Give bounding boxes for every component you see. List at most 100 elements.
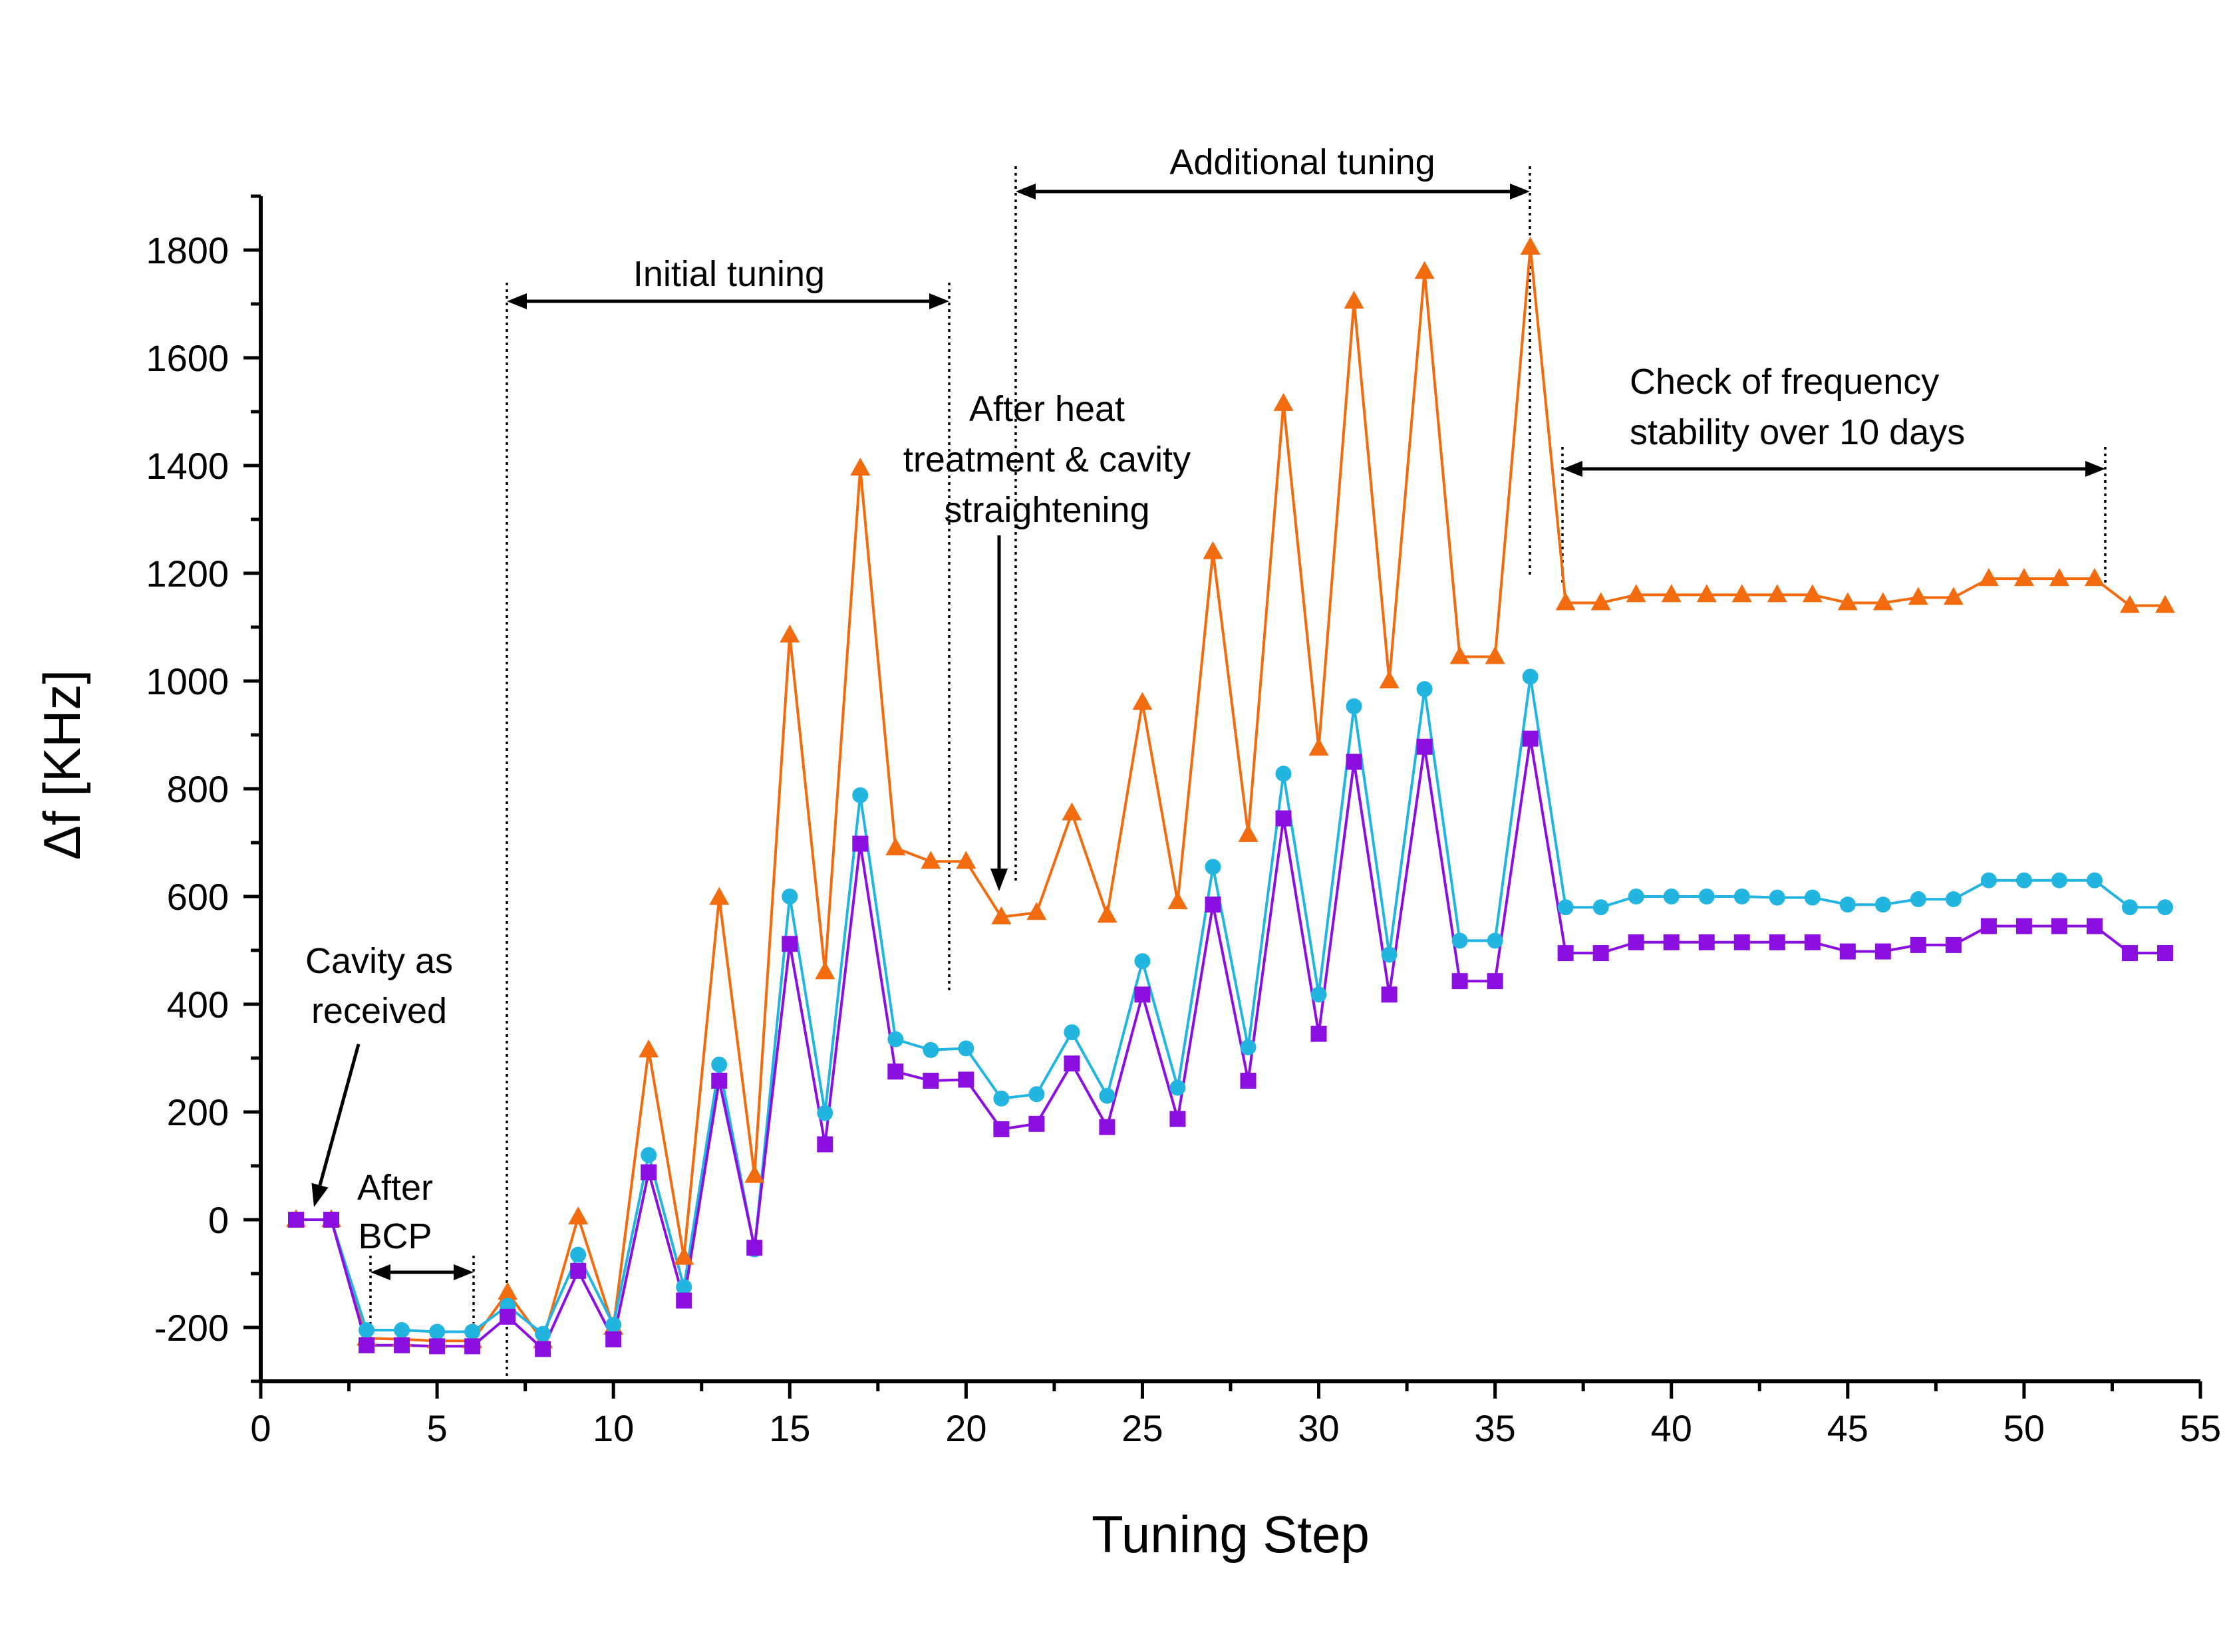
square-marker <box>641 1164 657 1180</box>
triangle-marker <box>850 458 871 476</box>
y-tick-label: 1600 <box>146 337 229 379</box>
triangle-marker <box>885 837 906 856</box>
y-tick-label: 400 <box>167 984 229 1026</box>
annotation-texts: Cavity as received After BCP Initial tun… <box>305 142 1965 1256</box>
arrow-head-right <box>454 1264 474 1280</box>
square-marker <box>1205 896 1221 913</box>
x-tick-label: 55 <box>2180 1407 2221 1449</box>
square-marker <box>711 1073 728 1089</box>
square-marker <box>1381 986 1398 1003</box>
square-marker <box>1698 934 1715 950</box>
x-tick-label: 30 <box>1298 1407 1339 1449</box>
circle-marker <box>1698 889 1715 904</box>
annotation-heat-treatment-line1: After heat <box>969 389 1125 429</box>
square-marker <box>1522 730 1539 747</box>
y-tick-label: 0 <box>208 1199 229 1241</box>
annotation-after-bcp-line1: After <box>357 1168 433 1208</box>
arrow-head-left <box>1016 184 1036 200</box>
square-marker <box>2051 918 2067 934</box>
square-marker <box>923 1073 939 1089</box>
circle-marker <box>1064 1024 1080 1041</box>
x-tick-label: 50 <box>2003 1407 2045 1449</box>
square-marker <box>782 936 798 952</box>
square-marker <box>993 1121 1010 1137</box>
circle-marker <box>852 787 869 803</box>
circle-marker <box>2121 899 2138 916</box>
square-marker <box>1310 1026 1327 1042</box>
y-tick-label: 200 <box>167 1091 229 1133</box>
circle-marker <box>1945 891 1962 908</box>
triangle-marker <box>498 1282 518 1300</box>
square-marker <box>1275 810 1292 827</box>
triangle-marker <box>1273 392 1294 411</box>
circle-marker <box>570 1246 587 1263</box>
square-marker <box>852 835 869 852</box>
annotation-heat-treatment-line2: treatment & cavity <box>903 440 1191 480</box>
square-marker <box>2121 945 2138 962</box>
square-marker <box>394 1337 410 1353</box>
annotation-stability-line2: stability over 10 days <box>1630 412 1965 452</box>
square-marker <box>464 1338 481 1355</box>
triangle-marker <box>2154 595 2175 613</box>
triangle-marker <box>1485 646 1505 664</box>
square-marker <box>359 1337 375 1353</box>
x-tick-label: 45 <box>1827 1407 1868 1449</box>
circle-marker <box>535 1325 551 1342</box>
circle-marker <box>676 1279 692 1296</box>
circle-marker <box>1346 698 1362 715</box>
circle-marker <box>1275 765 1292 782</box>
square-marker <box>2015 918 2032 934</box>
circle-marker <box>1980 872 1997 889</box>
circle-marker <box>464 1323 481 1340</box>
square-marker <box>1804 934 1821 950</box>
triangle-marker <box>1344 290 1364 309</box>
pointer-arrow-head <box>311 1182 329 1207</box>
circle-marker <box>923 1041 939 1058</box>
arrow-head-left <box>371 1264 390 1280</box>
triangle-marker <box>1661 584 1682 603</box>
triangle-marker <box>815 961 835 980</box>
series-circle-line <box>296 675 2165 1335</box>
triangle-marker <box>1449 646 1470 664</box>
triangle-marker <box>1414 261 1435 279</box>
circle-marker <box>359 1322 375 1339</box>
square-marker <box>817 1136 833 1153</box>
y-tick-label: 1400 <box>146 445 229 487</box>
circle-marker <box>1381 946 1398 963</box>
circle-marker <box>1522 668 1539 685</box>
square-marker <box>1839 943 1856 960</box>
annotation-after-bcp-line2: BCP <box>358 1216 432 1256</box>
circle-marker <box>1487 932 1503 949</box>
circle-marker <box>429 1323 446 1340</box>
square-marker <box>1628 934 1644 950</box>
circle-marker <box>1733 889 1750 904</box>
x-tick-label: 15 <box>769 1407 810 1449</box>
circle-marker <box>1804 889 1821 906</box>
triangle-marker <box>1872 592 1893 611</box>
triangle-marker <box>1626 584 1646 603</box>
x-tick-label: 0 <box>250 1407 271 1449</box>
circle-marker <box>1134 953 1151 970</box>
triangle-marker <box>1837 592 1858 611</box>
circle-marker <box>1557 899 1574 916</box>
square-marker <box>535 1341 551 1357</box>
square-marker <box>1557 945 1574 962</box>
circle-marker <box>1663 889 1680 904</box>
series-markers <box>286 236 2175 1357</box>
circle-marker <box>1099 1087 1115 1104</box>
triangle-marker <box>1943 587 1964 605</box>
square-marker <box>429 1338 446 1355</box>
circle-marker <box>1451 932 1468 949</box>
circle-marker <box>1910 891 1926 908</box>
annotation-cavity-received-line1: Cavity as <box>305 941 453 981</box>
circle-marker <box>605 1316 622 1333</box>
circle-marker <box>887 1031 904 1047</box>
triangle-marker <box>1978 568 1999 587</box>
triangle-marker <box>2119 595 2140 613</box>
y-tick-label: 800 <box>167 768 229 810</box>
triangle-marker <box>744 1165 765 1183</box>
triangle-marker <box>2013 568 2034 587</box>
triangle-marker <box>921 851 941 869</box>
y-tick-label: 1200 <box>146 553 229 595</box>
circle-marker <box>711 1056 728 1073</box>
